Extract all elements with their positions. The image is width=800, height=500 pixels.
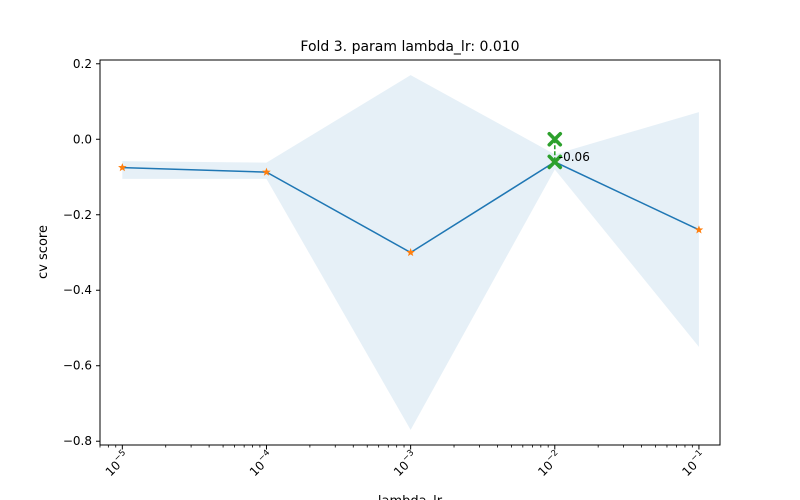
y-tick-label: −0.4	[63, 283, 92, 297]
data-point-marker	[262, 167, 271, 176]
x-tick-label: 10−4	[245, 448, 276, 479]
y-tick-label: 0.2	[73, 57, 92, 71]
best-score-highlight: -0.06	[547, 131, 590, 170]
y-tick-label: −0.6	[63, 359, 92, 373]
y-tick-label: −0.8	[63, 434, 92, 448]
best-score-label: -0.06	[559, 150, 590, 164]
data-point-marker	[694, 225, 704, 234]
chart-title: Fold 3. param lambda_lr: 0.010	[300, 39, 519, 55]
plot-frame	[99, 59, 721, 446]
x-tick-label: 10−3	[390, 448, 421, 479]
y-axis-label: cv score	[36, 225, 51, 279]
best-score-marker-top	[547, 131, 563, 147]
y-tick-label: −0.2	[63, 208, 92, 222]
x-marker-stroke	[547, 154, 563, 170]
data-point-marker	[406, 248, 415, 257]
y-tick-label: 0.0	[73, 132, 92, 146]
best-score-marker-bottom	[547, 154, 563, 170]
x-tick-label: 10−1	[678, 448, 709, 479]
x-axis-label: lambda_lr	[378, 494, 443, 500]
y-axis-ticks: 0.2 0.0 −0.2 −0.4 −0.6 −0.8	[63, 57, 100, 448]
x-tick-label: 10−2	[534, 448, 565, 479]
data-point-marker	[118, 163, 127, 172]
x-marker-stroke	[547, 131, 563, 147]
x-tick-label: 10−5	[101, 448, 132, 479]
x-axis-ticks: 10−5 10−4 10−3 10−2 10−1	[99, 445, 709, 479]
